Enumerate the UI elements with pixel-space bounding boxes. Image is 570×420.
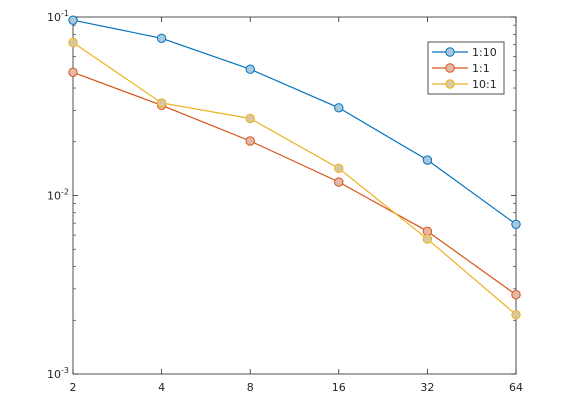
data-point-s1-5 bbox=[511, 290, 521, 300]
y-tick-base: 10 bbox=[47, 11, 61, 24]
data-point-s0-1 bbox=[156, 33, 167, 43]
data-point-s1-4 bbox=[422, 226, 433, 237]
data-point-s2-1 bbox=[156, 98, 167, 108]
data-point-s0-4 bbox=[422, 155, 433, 165]
legend-marker-2 bbox=[445, 79, 455, 89]
x-tick-label: 4 bbox=[158, 381, 165, 394]
y-tick-exponent: -3 bbox=[61, 366, 69, 375]
y-tick-label: 10-1 bbox=[47, 9, 69, 24]
data-point-s1-0 bbox=[68, 67, 78, 78]
legend-marker-1 bbox=[445, 63, 455, 73]
y-tick-base: 10 bbox=[47, 368, 61, 381]
data-point-s2-5 bbox=[511, 309, 521, 320]
series-line-2 bbox=[72, 41, 517, 316]
data-point-s0-5 bbox=[511, 219, 521, 229]
data-point-s2-3 bbox=[334, 163, 344, 174]
x-tick-label: 8 bbox=[247, 381, 254, 394]
legend-label-2: 10:1 bbox=[472, 78, 497, 91]
x-tick-label: 32 bbox=[420, 381, 434, 394]
y-tick-label: 10-3 bbox=[47, 366, 69, 381]
y-tick-label: 10-2 bbox=[47, 188, 69, 203]
data-point-s0-2 bbox=[245, 64, 255, 74]
data-point-s2-4 bbox=[422, 234, 433, 244]
x-tick-label: 16 bbox=[332, 381, 346, 394]
legend-label-0: 1:10 bbox=[472, 46, 497, 59]
y-tick-exponent: -2 bbox=[61, 188, 69, 197]
data-point-s1-3 bbox=[334, 177, 344, 187]
data-point-s2-2 bbox=[245, 113, 255, 124]
data-point-s0-3 bbox=[334, 103, 344, 113]
y-tick-exponent: -1 bbox=[61, 9, 69, 18]
legend-label-1: 1:1 bbox=[472, 62, 490, 75]
legend-marker-0 bbox=[445, 47, 455, 57]
x-tick-label: 64 bbox=[509, 381, 523, 394]
series-line-1 bbox=[72, 71, 517, 296]
x-tick-label: 2 bbox=[70, 381, 77, 394]
data-point-s0-0 bbox=[68, 15, 78, 25]
data-point-s1-2 bbox=[245, 136, 255, 146]
series-line-0 bbox=[72, 19, 517, 225]
data-point-s2-0 bbox=[68, 37, 78, 48]
y-tick-base: 10 bbox=[47, 190, 61, 203]
